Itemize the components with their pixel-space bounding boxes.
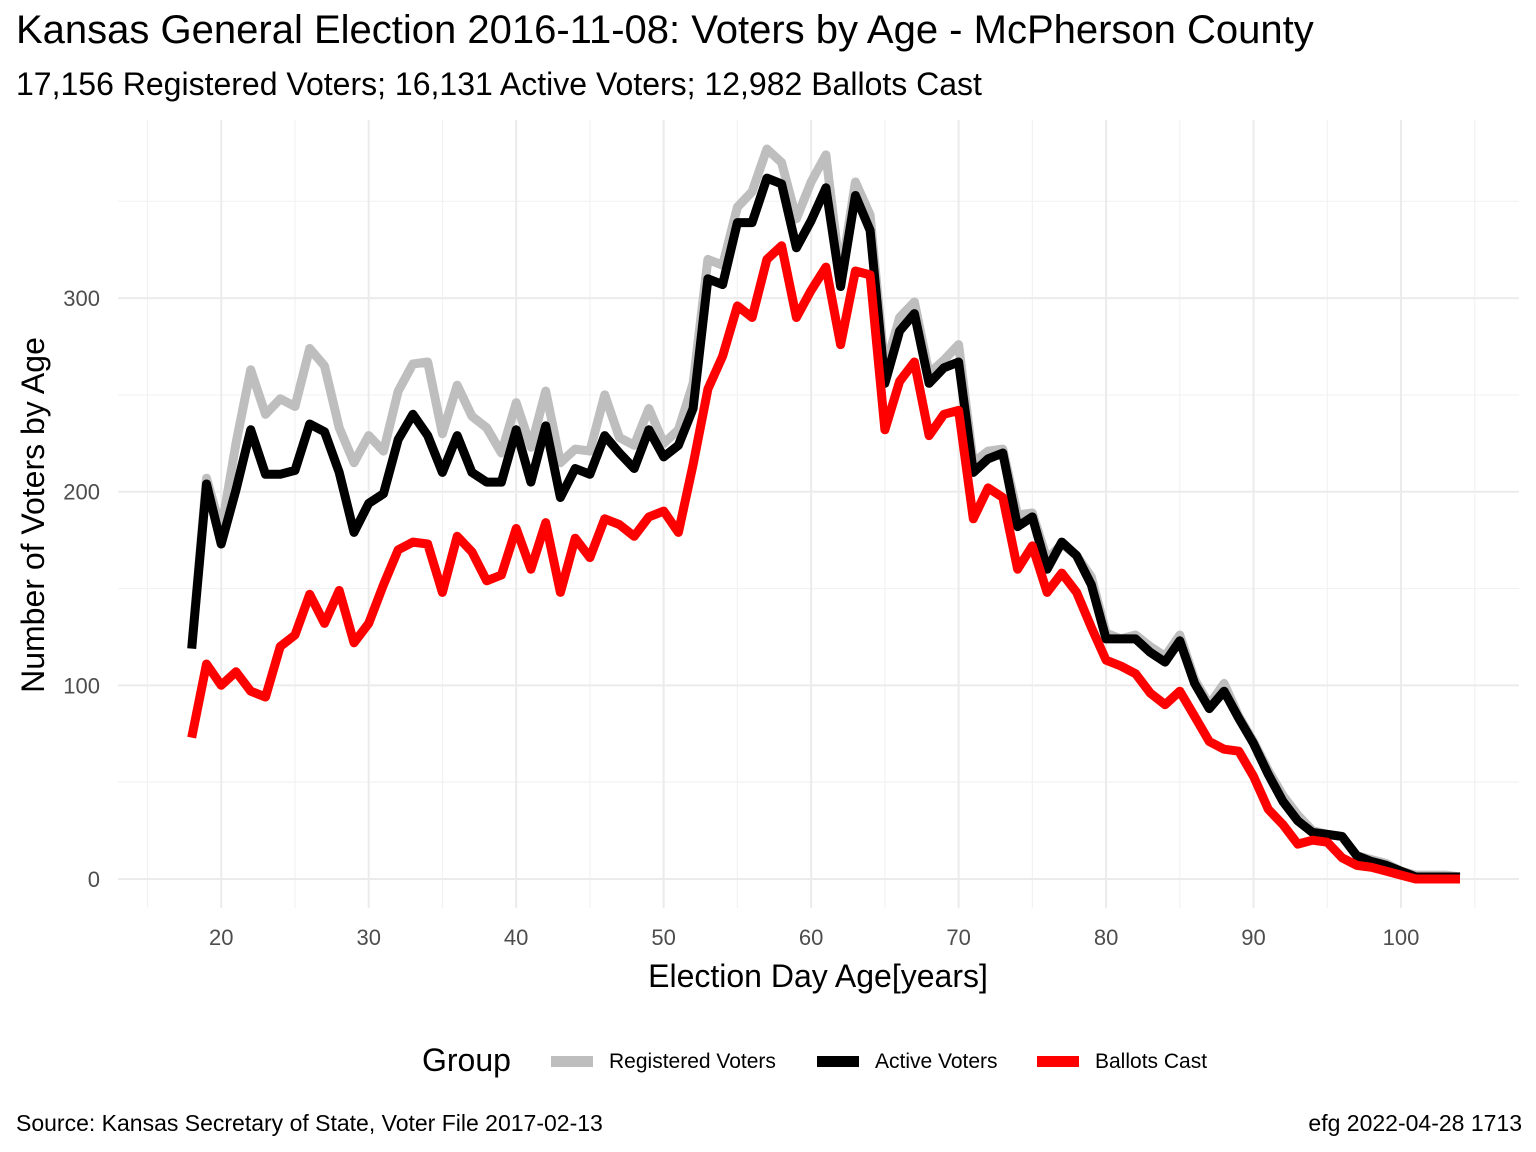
line-chart: 20 30 40 50 60 70 80 90 100 0 100 200 300 Election … xyxy=(15,120,1519,994)
x-tick-label: 60 xyxy=(799,925,823,950)
x-tick-label: 80 xyxy=(1094,925,1118,950)
series-line-ballots-cast xyxy=(187,241,1460,884)
chart-title: Kansas General Election 2016-11-08: Vote… xyxy=(16,8,1314,52)
x-tick-label: 50 xyxy=(651,925,675,950)
x-tick-label: 30 xyxy=(356,925,380,950)
y-tick-label: 200 xyxy=(63,480,100,505)
y-tick-label: 100 xyxy=(63,673,100,698)
legend-label-ballots-cast: Ballots Cast xyxy=(1095,1050,1208,1073)
y-tick-label: 300 xyxy=(63,286,100,311)
legend-label-active-voters: Active Voters xyxy=(875,1050,998,1073)
source-caption: Source: Kansas Secretary of State, Voter… xyxy=(16,1110,603,1136)
x-tick-labels: 20 30 40 50 60 70 80 90 100 xyxy=(209,925,1419,950)
x-tick-label: 90 xyxy=(1241,925,1265,950)
y-tick-labels: 0 100 200 300 xyxy=(63,286,100,892)
x-tick-label: 20 xyxy=(209,925,233,950)
x-axis-title: Election Day Age[years] xyxy=(648,958,988,994)
series-lines xyxy=(187,144,1461,884)
x-tick-label: 70 xyxy=(946,925,970,950)
major-gridlines xyxy=(118,120,1519,908)
x-tick-label: 100 xyxy=(1383,925,1420,950)
minor-gridlines xyxy=(118,120,1519,908)
legend-title: Group xyxy=(422,1042,511,1078)
legend-swatch-registered-voters xyxy=(551,1056,593,1067)
legend-swatch-ballots-cast xyxy=(1037,1056,1079,1067)
y-axis-title: Number of Voters by Age xyxy=(15,337,51,693)
legend-swatch-active-voters xyxy=(817,1056,859,1067)
y-tick-label: 0 xyxy=(88,867,100,892)
chart-subtitle: 17,156 Registered Voters; 16,131 Active … xyxy=(16,66,982,102)
legend: Group Registered Voters Active Voters Ba… xyxy=(0,1036,1536,1086)
author-stamp: efg 2022-04-28 1713 xyxy=(1308,1110,1522,1136)
legend-label-registered-voters: Registered Voters xyxy=(609,1050,776,1073)
series-line-active-voters xyxy=(187,173,1460,882)
x-tick-label: 40 xyxy=(504,925,528,950)
